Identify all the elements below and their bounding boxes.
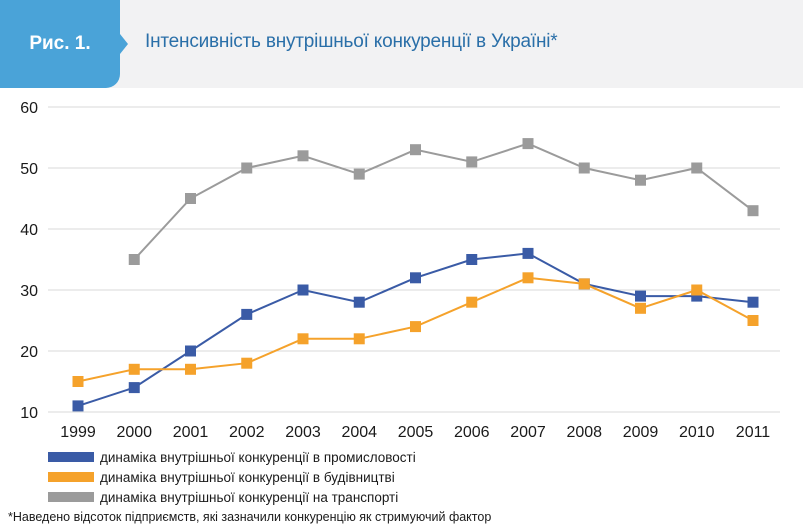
series-0-point-2001 <box>185 345 196 357</box>
series-1-point-2004 <box>353 333 365 345</box>
series-1-point-2007 <box>522 272 534 284</box>
x-tick-label-2005: 2005 <box>398 424 434 438</box>
legend-swatch-construction <box>48 472 94 482</box>
figure-label-arrow <box>120 34 128 54</box>
series-2-point-2009 <box>635 174 646 186</box>
series-2-point-2003 <box>297 150 309 162</box>
series-1-point-2006 <box>466 296 478 308</box>
series-0-point-1999 <box>72 400 84 412</box>
series-1-point-2003 <box>297 333 309 345</box>
line-chart: 10 20 30 40 50 60 1999 2000 2001 2002 2003 2004 2005… <box>20 100 780 438</box>
x-tick-label-2002: 2002 <box>229 424 265 438</box>
y-tick-label-10: 10 <box>20 405 38 422</box>
legend-item-industry: динаміка внутрішньої конкуренції в проми… <box>48 447 416 467</box>
series-1-point-2001 <box>185 363 196 375</box>
legend-label-construction: динаміка внутрішньої конкуренції в будів… <box>100 469 395 485</box>
footnote: *Наведено відсоток підприємств, які зазн… <box>8 510 492 524</box>
y-tick-label-20: 20 <box>20 344 38 361</box>
legend-label-transport: динаміка внутрішньої конкуренції на тран… <box>100 489 399 505</box>
header-bar <box>0 0 803 88</box>
x-tick-label-2007: 2007 <box>510 424 546 438</box>
series-1-point-2010 <box>691 284 703 296</box>
x-tick-label-2004: 2004 <box>341 424 377 438</box>
series-1-point-2009 <box>635 302 646 314</box>
series-2-point-2011 <box>747 205 759 217</box>
x-tick-label-2008: 2008 <box>566 424 602 438</box>
x-tick-label-1999: 1999 <box>60 424 96 438</box>
series-2-point-2006 <box>466 156 478 168</box>
series-2-point-2002 <box>241 162 253 174</box>
figure-label-box: Рис. 1. <box>0 0 120 88</box>
x-tick-label-2003: 2003 <box>285 424 321 438</box>
y-tick-label-60: 60 <box>20 100 38 117</box>
series-2-point-2001 <box>185 193 196 204</box>
series-0-point-2006 <box>466 254 478 265</box>
series-line-2 <box>133 142 754 261</box>
x-tick-label-2006: 2006 <box>454 424 490 438</box>
series-2-point-2000 <box>128 254 140 265</box>
series-0-point-2002 <box>241 308 253 320</box>
series-1-point-1999 <box>72 376 84 387</box>
y-tick-label-40: 40 <box>20 222 38 239</box>
series-2-point-2007 <box>522 138 534 150</box>
series-1-point-2008 <box>578 278 590 290</box>
series-0-point-2003 <box>297 284 309 296</box>
legend-item-construction: динаміка внутрішньої конкуренції в будів… <box>48 467 416 487</box>
series-0-point-2010 <box>691 290 703 302</box>
x-tick-label-2009: 2009 <box>623 424 659 438</box>
figure-label: Рис. 1. <box>29 33 91 54</box>
series-0-point-2004 <box>353 296 365 308</box>
series-2-point-2005 <box>410 144 421 156</box>
series-1-point-2000 <box>128 363 140 375</box>
series-0-point-2011 <box>747 296 759 308</box>
series-1-point-2002 <box>241 357 253 369</box>
series-0-point-2000 <box>128 382 140 394</box>
legend-item-transport: динаміка внутрішньої конкуренції на тран… <box>48 487 416 507</box>
series-2-point-2010 <box>691 162 703 174</box>
series-0-point-2009 <box>635 290 646 302</box>
chart-legend: динаміка внутрішньої конкуренції в проми… <box>48 447 416 507</box>
legend-swatch-transport <box>48 492 94 502</box>
y-tick-label-30: 30 <box>20 283 38 300</box>
series-1-point-2011 <box>747 315 759 326</box>
figure-title: Інтенсивність внутрішньої конкуренції в … <box>145 31 558 52</box>
series-0-point-2007 <box>522 247 534 259</box>
legend-label-industry: динаміка внутрішньої конкуренції в проми… <box>100 449 416 465</box>
x-tick-label-2000: 2000 <box>116 424 152 438</box>
x-tick-label-2011: 2011 <box>736 424 771 438</box>
series-0-point-2005 <box>410 272 421 284</box>
y-tick-label-50: 50 <box>20 161 38 178</box>
series-2-point-2008 <box>578 162 590 174</box>
series-2-point-2004 <box>353 168 365 180</box>
series-1-point-2005 <box>410 321 421 333</box>
x-tick-label-2001: 2001 <box>173 424 209 438</box>
legend-swatch-industry <box>48 452 94 462</box>
x-tick-label-2010: 2010 <box>679 424 715 438</box>
